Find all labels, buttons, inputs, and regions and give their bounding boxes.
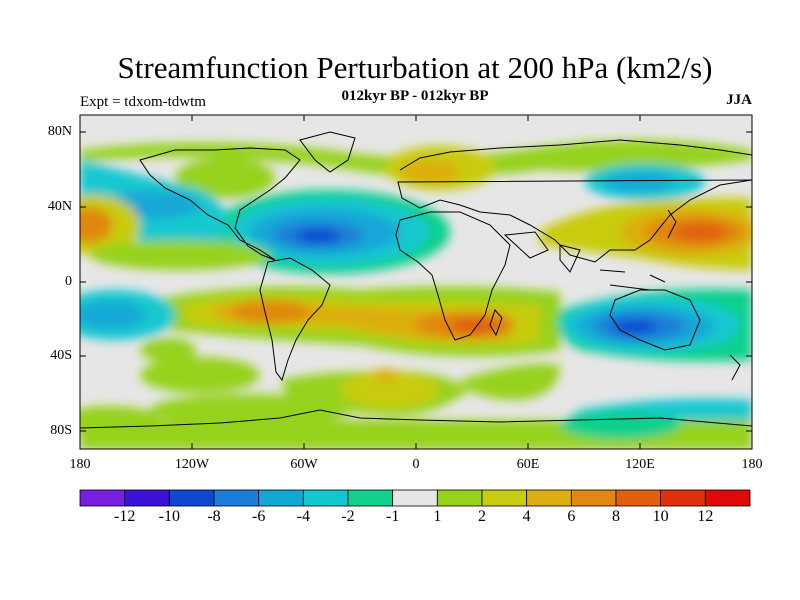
- colorbar-label: 1: [433, 508, 442, 525]
- colorbar-label: 4: [522, 508, 531, 525]
- colorbar-swatch: [704, 489, 751, 507]
- colorbar-label: 6: [567, 508, 576, 525]
- y-tick-label-80s: 80S: [50, 423, 72, 438]
- colorbar-swatch: [436, 489, 483, 507]
- colorbar-swatch: [615, 489, 662, 507]
- x-tick-label-60w: 60W: [290, 457, 318, 472]
- x-tick-label-120e: 120E: [625, 457, 655, 472]
- colorbar-label: -12: [113, 508, 136, 525]
- colorbar-swatch: [570, 489, 617, 507]
- colorbar-label: -8: [207, 508, 221, 525]
- experiment-label: Expt = tdxom-tdwtm: [80, 94, 206, 110]
- colorbar-label: 2: [478, 508, 486, 525]
- colorbar-label: 10: [652, 508, 669, 525]
- x-tick-label-60e: 60E: [516, 457, 540, 472]
- colorbar-label: -1: [385, 508, 400, 525]
- colorbar-label: -2: [341, 508, 355, 525]
- plot-subtitle: 012kyr BP - 012kyr BP: [341, 88, 489, 104]
- colorbar-label: 8: [612, 508, 620, 525]
- y-tick-label-80n: 80N: [47, 124, 72, 139]
- colorbar-swatch: [526, 489, 572, 507]
- coastlines: [80, 131, 752, 429]
- colorbar-swatch: [481, 489, 528, 507]
- x-tick-label-0: 0: [412, 457, 420, 472]
- colorbar-label: 12: [697, 508, 714, 525]
- x-tick-label-180e: 180: [741, 457, 763, 472]
- colorbar-swatch: [79, 489, 126, 507]
- plot-title: Streamfunction Perturbation at 200 hPa (…: [117, 50, 713, 85]
- colorbar-label: -4: [296, 508, 310, 525]
- x-tick-label-120w: 120W: [174, 457, 210, 472]
- y-tick-label-0: 0: [65, 274, 72, 289]
- colorbar: [79, 489, 751, 507]
- colorbar-label: -10: [158, 508, 180, 525]
- x-ticks: [79, 115, 753, 449]
- season-label: JJA: [726, 92, 752, 108]
- colorbar-swatch: [213, 489, 260, 507]
- colorbar-swatch: [258, 489, 304, 507]
- colorbar-swatch: [302, 489, 349, 507]
- colorbar-swatch: [660, 489, 706, 507]
- contour-field: [80, 115, 752, 449]
- x-tick-label-180w: 180: [69, 457, 91, 472]
- colorbar-swatch: [392, 489, 438, 507]
- y-tick-label-40n: 40N: [47, 199, 72, 214]
- colorbar-swatch: [347, 489, 394, 507]
- colorbar-label: -6: [251, 508, 266, 525]
- y-tick-label-40s: 40S: [50, 348, 72, 363]
- colorbar-swatch: [124, 489, 170, 507]
- y-ticks: [80, 131, 752, 432]
- colorbar-swatch: [168, 489, 215, 507]
